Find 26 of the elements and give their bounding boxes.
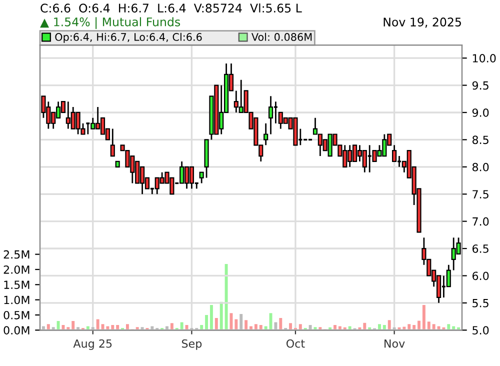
y2-tick-label: 5.0 — [472, 326, 489, 335]
y2-tick-label: 5.5 — [472, 299, 488, 308]
x-tick-label: Oct — [286, 339, 305, 348]
x-tick-label: Sep — [182, 339, 202, 350]
y2-tick-label: 9.5 — [472, 81, 488, 90]
y2-tick-label: 7.5 — [472, 190, 488, 198]
y2-tick-label: 8.0 — [472, 162, 489, 172]
x-tick-label: Aug 25 — [73, 339, 112, 350]
x-tick-label: Nov — [384, 340, 405, 348]
chart-title: C:6.6 O:6.4 H:6.7 L:6.4 V:85724 Vl:5.65 L — [40, 3, 302, 13]
y-tick-label: 1.5M — [4, 280, 30, 290]
y-tick-label: 0.0M — [4, 326, 30, 335]
y2-tick-label: 8.5 — [472, 136, 488, 144]
y2-tick-label: 9.0 — [472, 108, 489, 117]
y-tick-label: 2.0M — [4, 265, 30, 274]
y-tick-label: 1.0M — [4, 296, 30, 304]
y-tick-label: 2.5M — [4, 250, 30, 259]
y2-tick-label: 7.0 — [472, 217, 489, 226]
y2-tick-label: 10.0 — [472, 54, 496, 62]
y2-tick-label: 6.5 — [472, 244, 488, 253]
legend-label: Vol: 0.086M — [251, 32, 312, 41]
chart-subtitle: ▲ 1.54% | Mutual Funds — [40, 17, 180, 29]
legend-label: Op:6.4, Hi:6.7, Lo:6.4, Cl:6.6 — [55, 32, 202, 43]
y-tick-label: 0.5M — [4, 310, 30, 320]
text: Nov 19, 2025 — [384, 18, 461, 28]
y2-tick-label: 6.0 — [472, 272, 489, 280]
